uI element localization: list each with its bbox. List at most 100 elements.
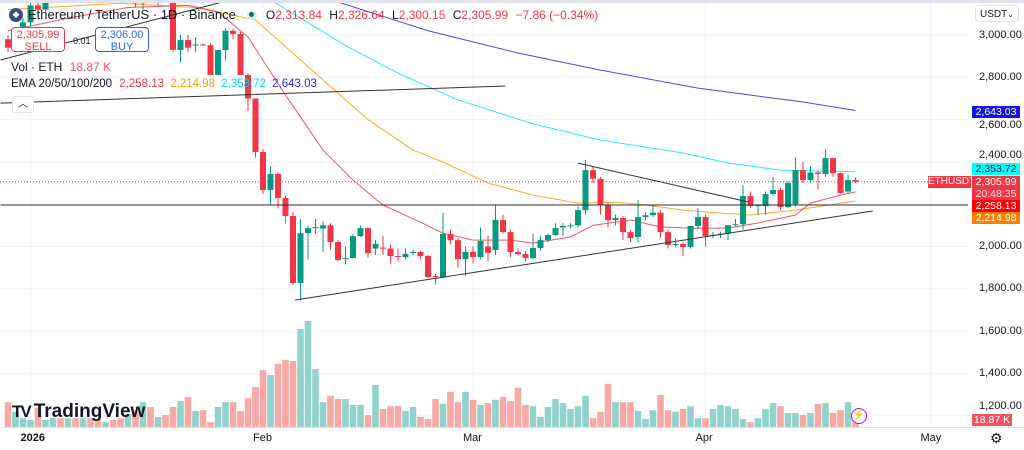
candle-body bbox=[755, 205, 761, 207]
time-axis-label: Feb bbox=[253, 432, 272, 444]
candle-body bbox=[177, 40, 184, 51]
volume-bar bbox=[589, 418, 597, 427]
candle-body bbox=[200, 44, 206, 46]
volume-bar bbox=[139, 402, 147, 427]
ema-label: EMA 20/50/100/200 bbox=[11, 78, 113, 90]
price-axis-tick: 1,200.00 bbox=[979, 400, 1022, 412]
volume-bar bbox=[574, 406, 582, 427]
volume-bar bbox=[649, 410, 657, 427]
candle-body bbox=[477, 241, 484, 258]
candle-body bbox=[380, 247, 386, 249]
volume-bar bbox=[499, 397, 507, 427]
volume-bar bbox=[199, 410, 207, 427]
plot-area bbox=[0, 3, 970, 427]
volume-bar bbox=[342, 399, 349, 427]
volume-bar bbox=[267, 375, 274, 427]
candle-body bbox=[365, 228, 371, 254]
symbol-price-tag: ETHUSDT bbox=[928, 176, 976, 188]
tradingview-logo[interactable]: TV TradingView bbox=[12, 401, 145, 423]
buy-button[interactable]: 2,306.00 BUY bbox=[95, 27, 149, 53]
volume-bar bbox=[304, 321, 312, 427]
volume-bar bbox=[799, 415, 807, 427]
volume-bar bbox=[124, 414, 132, 427]
ema200-line bbox=[339, 3, 856, 111]
price-axis-tick: 1,400.00 bbox=[979, 366, 1022, 379]
volume-bar bbox=[447, 391, 454, 427]
volume-bar bbox=[529, 406, 537, 427]
volume-bar bbox=[747, 422, 754, 427]
sell-button[interactable]: 2,305.99 SELL bbox=[11, 27, 65, 53]
volume-bar bbox=[792, 413, 799, 427]
volume-bar bbox=[12, 411, 19, 427]
candle-body bbox=[597, 178, 604, 206]
volume-bar bbox=[207, 422, 214, 427]
volume-bar bbox=[297, 329, 304, 427]
candle-body bbox=[372, 243, 379, 249]
volume-bar bbox=[432, 399, 439, 427]
ema100-value: 2,353.72 bbox=[221, 78, 266, 90]
ema20-value: 2,258.13 bbox=[119, 78, 164, 90]
candle-body bbox=[132, 3, 139, 4]
settings-gear-icon[interactable]: ⚙ bbox=[990, 430, 1003, 446]
volume-bar bbox=[162, 415, 169, 427]
symbol-legend[interactable]: ◆ Ethereum / TetherUS · 1D · Binance O2,… bbox=[9, 7, 602, 22]
volume-bar bbox=[612, 402, 619, 427]
volume-bar bbox=[754, 418, 762, 427]
volume-bar bbox=[417, 417, 424, 427]
candle-body bbox=[417, 251, 424, 257]
candle-body bbox=[425, 256, 431, 278]
volume-bar bbox=[312, 369, 319, 427]
volume-label: Vol · ETH bbox=[11, 60, 63, 74]
ema200-price-tag: 2,643.03 bbox=[972, 106, 1020, 118]
volume-bar bbox=[192, 411, 199, 427]
volume-bar bbox=[379, 409, 387, 427]
candle-body bbox=[492, 220, 499, 251]
candle-body bbox=[537, 240, 544, 248]
candle-body bbox=[27, 5, 34, 23]
volume-bar bbox=[222, 402, 229, 427]
candle-body bbox=[822, 158, 829, 174]
time-axis-label: Mar bbox=[463, 432, 482, 444]
candle-body bbox=[665, 232, 671, 246]
price-axis-tick: 3,000.00 bbox=[979, 28, 1022, 41]
currency-select[interactable]: USDT ⌄ bbox=[975, 5, 1019, 22]
volume-bar bbox=[319, 402, 327, 427]
candle-body bbox=[395, 256, 401, 258]
volume-bar bbox=[814, 403, 822, 427]
candle-body bbox=[230, 30, 236, 34]
candle-body bbox=[192, 44, 199, 46]
ema-legend[interactable]: EMA 20/50/100/200 2,258.13 2,214.98 2,35… bbox=[11, 78, 317, 90]
ema50-price-tag: 2,214.98 bbox=[972, 212, 1020, 224]
candle-body bbox=[582, 170, 589, 211]
collapse-legend-button[interactable]: ︿ bbox=[12, 96, 34, 113]
volume-bar bbox=[514, 387, 522, 427]
volume-bar bbox=[402, 411, 409, 427]
candle-body bbox=[852, 180, 859, 182]
volume-bar bbox=[72, 418, 79, 427]
volume-legend[interactable]: Vol · ETH 18.87 K bbox=[11, 60, 111, 74]
volume-bar bbox=[709, 409, 717, 427]
candle-body bbox=[432, 276, 439, 278]
volume-bar bbox=[597, 411, 604, 427]
volume-bar bbox=[679, 409, 687, 427]
lightning-icon[interactable]: ⚡ bbox=[851, 408, 867, 424]
candle-body bbox=[605, 205, 611, 221]
volume-bar bbox=[79, 418, 87, 427]
tradingview-mark-icon: TV bbox=[12, 402, 32, 421]
candle-body bbox=[650, 212, 656, 216]
time-axis-label: 2026 bbox=[20, 432, 45, 444]
volume-bar bbox=[409, 407, 417, 427]
candle-body bbox=[312, 227, 319, 229]
candle-body bbox=[462, 251, 469, 260]
candle-body bbox=[612, 217, 619, 221]
volume-bar bbox=[57, 418, 64, 427]
volume-bar bbox=[27, 419, 34, 427]
volume-bar bbox=[522, 405, 529, 427]
candle-body bbox=[740, 196, 746, 225]
volume-bar bbox=[484, 403, 492, 427]
volume-bar bbox=[117, 418, 124, 427]
volume-bar bbox=[387, 406, 394, 427]
candle-body bbox=[725, 225, 731, 234]
symbol-title: Ethereum / TetherUS · 1D · Binance bbox=[28, 7, 236, 22]
